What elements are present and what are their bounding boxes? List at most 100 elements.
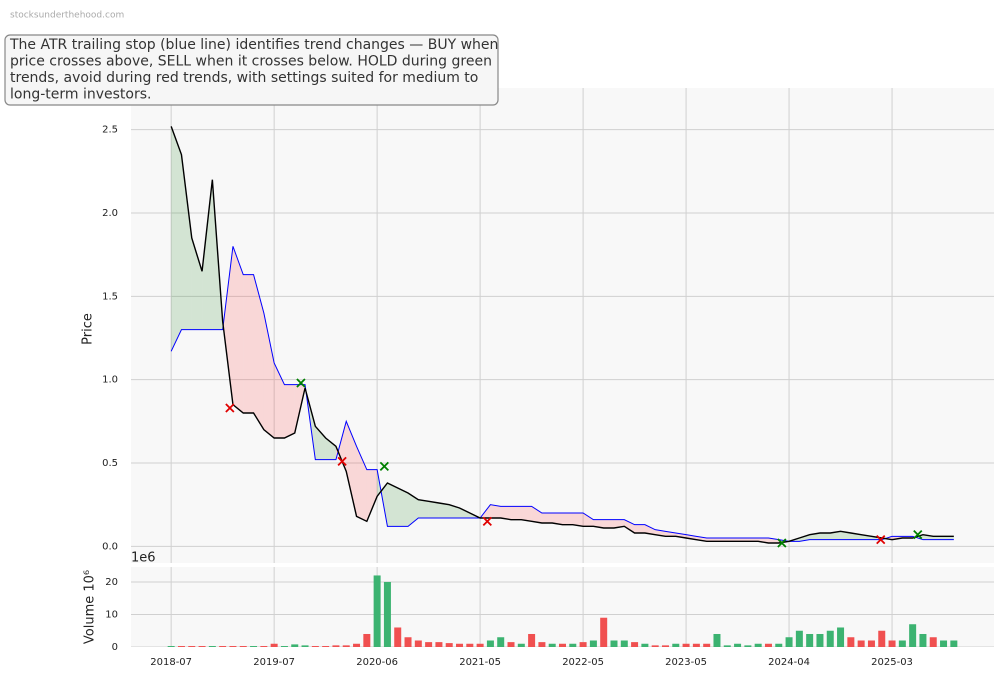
volume-bar: [929, 637, 937, 647]
buy-marker: [379, 461, 389, 471]
buy-marker: [296, 378, 306, 388]
y-tick-label: 20: [105, 577, 118, 588]
x-tick-label: 2018-07: [150, 657, 192, 668]
volume-bar: [661, 645, 669, 647]
volume-bar: [456, 643, 464, 647]
downtrend-fill: [562, 513, 573, 525]
volume-bar: [600, 617, 608, 647]
volume-bar: [445, 643, 453, 647]
downtrend-fill: [727, 538, 738, 542]
volume-bar: [167, 646, 175, 647]
downtrend-fill: [274, 363, 285, 438]
downtrend-fill: [644, 524, 656, 535]
x-tick-label: 2024-04: [768, 657, 810, 668]
volume-bar: [878, 630, 886, 647]
downtrend-fill: [222, 246, 233, 405]
y-tick-label: 2.0: [102, 208, 118, 219]
uptrend-fill: [171, 126, 182, 352]
price-line: [170, 126, 954, 544]
downtrend-fill: [768, 538, 779, 543]
downtrend-fill: [552, 513, 563, 525]
downtrend-fill: [603, 519, 614, 528]
uptrend-fill: [449, 504, 460, 518]
annotation-box: [4, 34, 499, 106]
volume-bar: [219, 646, 227, 647]
buy-marker: [913, 530, 923, 540]
x-tick-label: 2021-05: [459, 657, 501, 668]
volume-bar: [703, 643, 711, 647]
uptrend-fill: [202, 179, 213, 330]
uptrend-fill: [408, 493, 419, 527]
downtrend-fill: [572, 513, 584, 527]
volume-bar: [857, 640, 865, 647]
volume-bar: [332, 645, 340, 647]
volume-bar: [291, 644, 299, 647]
annotation: The ATR trailing stop (blue line) identi…: [9, 37, 498, 103]
volume-bar: [517, 643, 525, 647]
volume-bar: [610, 640, 618, 647]
volume-bar: [826, 630, 834, 647]
x-tick-label: 2023-05: [665, 657, 707, 668]
volume-bar: [229, 646, 237, 647]
downtrend-fill: [521, 506, 532, 522]
y-tick-label: 2.5: [102, 125, 118, 136]
volume-bar: [280, 646, 288, 647]
volume-bar: [785, 637, 793, 647]
downtrend-fill: [263, 313, 275, 438]
volume-bar: [713, 633, 721, 647]
volume-bar: [548, 643, 556, 647]
volume-bar: [270, 643, 278, 647]
volume-bar: [322, 646, 330, 647]
volume-bar: [363, 633, 371, 647]
volume-bar: [301, 645, 309, 647]
downtrend-fill: [346, 421, 357, 517]
volume-bar: [692, 643, 700, 647]
price-panel: [131, 88, 994, 563]
annotation-line: long-term investors.: [10, 87, 151, 103]
uptrend-fill: [459, 508, 470, 518]
volume-bar: [198, 646, 206, 647]
annotation-line: The ATR trailing stop (blue line) identi…: [9, 37, 498, 53]
volume-bar: [672, 643, 680, 647]
offset-text: 1e6: [131, 551, 156, 566]
uptrend-fill: [933, 536, 944, 540]
volume-bar: [919, 633, 927, 647]
volume-bar: [620, 640, 628, 647]
volume-bar: [754, 643, 762, 647]
volume-bar: [507, 642, 515, 647]
downtrend-fill: [253, 274, 264, 430]
volume-bar: [631, 642, 639, 647]
volume-bar: [486, 640, 494, 647]
volume-bar: [425, 642, 433, 647]
uptrend-fill: [418, 499, 429, 518]
downtrend-fill: [593, 519, 604, 528]
volume-bar: [414, 640, 422, 647]
downtrend-fill: [613, 519, 625, 528]
uptrend-fill: [191, 238, 203, 330]
volume-bar: [795, 630, 803, 647]
downtrend-fill: [737, 538, 748, 542]
volume-bar: [569, 643, 577, 647]
y-tick-label: 0.5: [102, 458, 118, 469]
volume-plot: [131, 567, 994, 647]
volume-bar: [239, 646, 247, 647]
volume-bar: [950, 640, 958, 647]
y-tick-label: 0.0: [102, 541, 118, 552]
downtrend-fill: [624, 519, 635, 533]
sell-marker: [337, 456, 347, 466]
y-tick-label: 1.5: [102, 291, 118, 302]
price-plot: [131, 88, 994, 563]
downtrend-fill: [366, 469, 378, 522]
downtrend-fill: [716, 538, 728, 542]
volume-bar: [898, 640, 906, 647]
uptrend-fill: [819, 533, 831, 540]
downtrend-fill: [356, 446, 367, 522]
downtrend-fill: [706, 538, 717, 542]
volume-bar: [311, 646, 319, 647]
downtrend-fill: [500, 506, 512, 520]
volume-bar: [734, 643, 742, 647]
x-tick-label: 2022-05: [562, 657, 604, 668]
uptrend-fill: [315, 426, 326, 460]
volume-bar: [806, 633, 814, 647]
downtrend-fill: [531, 506, 542, 523]
